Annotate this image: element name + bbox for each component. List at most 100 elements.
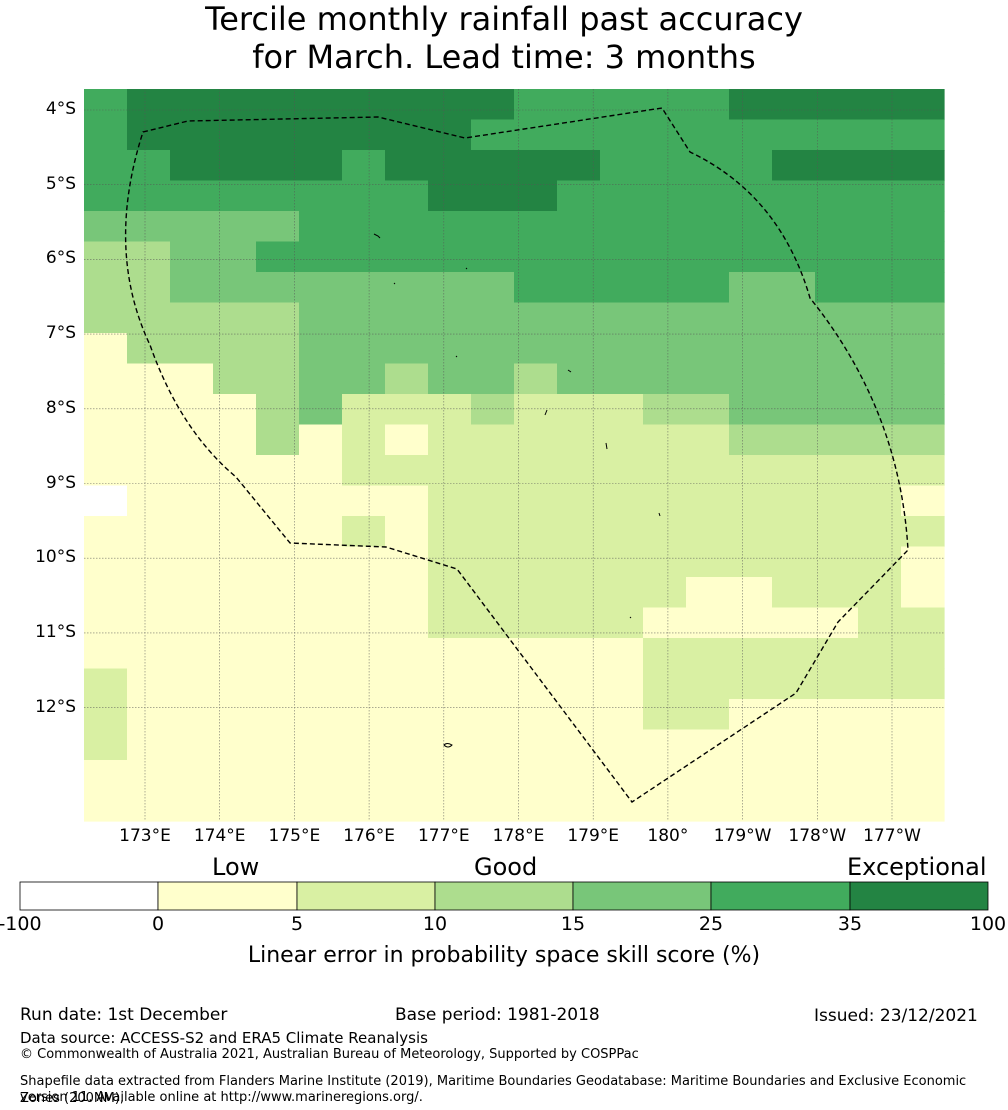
grid-cell: [815, 363, 859, 395]
grid-cell: [342, 150, 386, 182]
grid-cell: [815, 180, 859, 212]
grid-cell: [600, 180, 644, 212]
grid-cell: [729, 607, 773, 639]
grid-cell: [127, 607, 171, 639]
grid-cell: [514, 119, 558, 151]
grid-cell: [686, 302, 730, 334]
grid-cell: [471, 729, 515, 761]
grid-cell: [643, 577, 687, 609]
grid-cell: [127, 790, 171, 822]
grid-cell: [686, 638, 730, 670]
grid-cell: [385, 363, 429, 395]
grid-cell: [514, 211, 558, 243]
grid-cell: [299, 516, 343, 548]
grid-cell: [901, 760, 945, 792]
grid-cell: [256, 150, 300, 182]
grid-cell: [600, 760, 644, 792]
grid-cell: [299, 729, 343, 761]
grid-cell: [772, 455, 816, 487]
grid-cell: [342, 119, 386, 151]
grid-cell: [858, 546, 902, 578]
grid-cell: [514, 699, 558, 731]
grid-cell: [729, 363, 773, 395]
grid-cell: [170, 150, 214, 182]
grid-cell: [858, 150, 902, 182]
grid-cell: [84, 516, 128, 548]
grid-cell: [170, 760, 214, 792]
grid-cell: [858, 272, 902, 304]
shapefile-credit-line2: version 11. Available online at http://w…: [20, 1090, 423, 1105]
grid-cell: [729, 424, 773, 456]
grid-cell: [428, 180, 472, 212]
grid-cell: [686, 89, 730, 121]
grid-cell: [213, 607, 257, 639]
grid-cell: [815, 729, 859, 761]
grid-cell: [170, 546, 214, 578]
latitude-label: 6°S: [45, 248, 76, 269]
grid-cell: [686, 546, 730, 578]
grid-cell: [471, 638, 515, 670]
grid-cell: [901, 485, 945, 517]
grid-cell: [557, 119, 601, 151]
grid-cell: [901, 790, 945, 822]
grid-cell: [127, 546, 171, 578]
island: [658, 512, 661, 517]
grid-cell: [643, 729, 687, 761]
grid-cell: [643, 302, 687, 334]
grid-cell: [901, 638, 945, 670]
grid-cell: [643, 455, 687, 487]
grid-cell: [643, 211, 687, 243]
longitude-label: 178°W: [788, 826, 847, 846]
grid-cell: [772, 485, 816, 517]
grid-cell: [815, 150, 859, 182]
grid-cell: [600, 516, 644, 548]
grid-cell: [772, 241, 816, 273]
grid-cell: [686, 607, 730, 639]
grid-cell: [170, 394, 214, 426]
grid-cell: [428, 272, 472, 304]
grid-cell: [815, 241, 859, 273]
grid-cell: [471, 363, 515, 395]
colorbar-label-low: Low: [212, 853, 260, 881]
grid-cell: [815, 89, 859, 121]
grid-cell: [342, 89, 386, 121]
grid-cell: [342, 729, 386, 761]
colorbar-title: Linear error in probability space skill …: [247, 943, 761, 968]
grid-cell: [600, 668, 644, 700]
grid-cell: [428, 455, 472, 487]
grid-cell: [815, 211, 859, 243]
grid-cell: [772, 89, 816, 121]
grid-cell: [127, 150, 171, 182]
grid-cell: [729, 150, 773, 182]
grid-cell: [686, 394, 730, 426]
grid-cell: [600, 607, 644, 639]
grid-cell: [557, 546, 601, 578]
grid-cell: [84, 668, 128, 700]
chart-title-line2: for March. Lead time: 3 months: [252, 38, 756, 76]
grid-cell: [213, 699, 257, 731]
grid-cell: [385, 607, 429, 639]
colorbar-swatch: [710, 881, 851, 911]
grid-cell: [385, 699, 429, 731]
grid-cell: [772, 394, 816, 426]
grid-cell: [299, 607, 343, 639]
grid-cell: [127, 638, 171, 670]
grid-cell: [901, 729, 945, 761]
grid-cell: [557, 760, 601, 792]
grid-cell: [557, 302, 601, 334]
grid-cell: [729, 699, 773, 731]
grid-cell: [84, 699, 128, 731]
grid-cell: [514, 729, 558, 761]
grid-cell: [342, 180, 386, 212]
grid-cell: [213, 89, 257, 121]
grid-cell: [213, 272, 257, 304]
grid-cell: [170, 577, 214, 609]
grid-cell: [600, 485, 644, 517]
grid-cell: [815, 638, 859, 670]
grid-cell: [299, 333, 343, 365]
grid-cell: [299, 424, 343, 456]
grid-cell: [428, 790, 472, 822]
grid-cell: [385, 302, 429, 334]
grid-cell: [299, 302, 343, 334]
latitude-label: 11°S: [35, 621, 76, 642]
